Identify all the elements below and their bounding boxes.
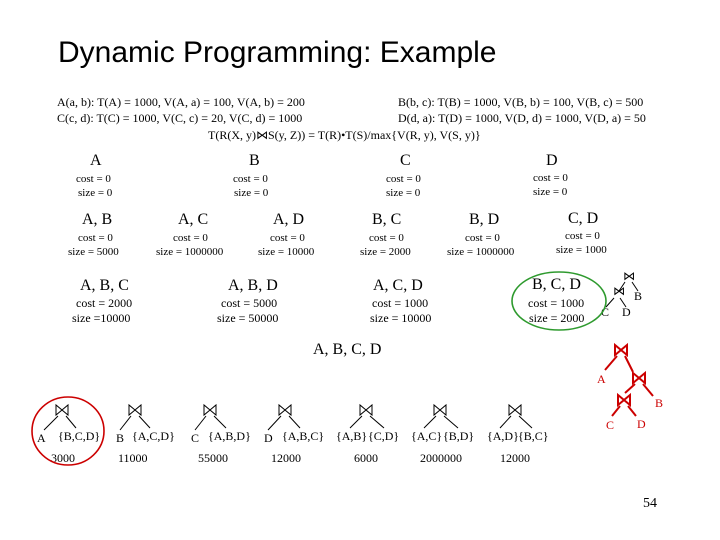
pair-cost-ad: cost = 0: [270, 232, 305, 244]
green-highlight-ellipse: [511, 271, 607, 331]
plan-right-2: {A,C,D}: [132, 429, 175, 443]
triple-cost-abc: cost = 2000: [76, 296, 133, 310]
triple-rel-bcd: B, C, D: [532, 276, 581, 293]
final-tree-c: C: [606, 418, 615, 432]
pair-cost-bc: cost = 0: [369, 232, 404, 244]
pair-cost-bd: cost = 0: [465, 232, 500, 244]
pair-rel-bd: B, D: [469, 211, 500, 228]
plan-left-2: B: [116, 431, 125, 445]
plan-right-7: {B,C}: [518, 429, 549, 443]
pair-cost-cd: cost = 0: [565, 230, 600, 242]
final-tree-d: D: [637, 417, 646, 431]
single-size-c: size = 0: [386, 187, 421, 199]
single-cost-b: cost = 0: [233, 173, 268, 185]
page-number: 54: [643, 496, 657, 511]
small-tree-b: B: [634, 289, 643, 303]
pair-rel-bc: B, C: [372, 211, 402, 228]
triple-size-acd: size = 10000: [370, 311, 432, 325]
plan-cost-2: 11000: [118, 451, 148, 465]
plan-cost-3: 55000: [198, 451, 228, 465]
plan-left-5: {A,B}: [336, 429, 368, 443]
small-tree-c: C: [601, 305, 610, 319]
plan-left-4: D: [264, 431, 273, 445]
small-tree-join-top: ⋈: [623, 269, 635, 283]
plan-left-7: {A,D}: [487, 429, 519, 443]
pair-size-ab: size = 5000: [68, 246, 119, 258]
pair-rel-cd: C, D: [568, 210, 599, 227]
triple-rel-abc: A, B, C: [80, 277, 129, 294]
small-tree-d: D: [622, 305, 631, 319]
single-rel-a: A: [90, 152, 102, 169]
final-tree-b: B: [655, 396, 664, 410]
plan-cost-5: 6000: [354, 451, 378, 465]
single-cost-d: cost = 0: [533, 172, 568, 184]
single-cost-c: cost = 0: [386, 173, 421, 185]
join-formula: T(R(X, y)⋈S(y, Z)) = T(R)•T(S)/max{V(R, …: [208, 128, 481, 143]
slide-title: Dynamic Programming: Example: [58, 36, 497, 69]
plan-right-6: {B,D}: [443, 429, 475, 443]
final-red-tree: [604, 344, 654, 417]
pair-rel-ac: A, C: [178, 211, 209, 228]
triple-size-bcd: size = 2000: [529, 311, 585, 325]
plan-cost-4: 12000: [271, 451, 301, 465]
single-cost-a: cost = 0: [76, 173, 111, 185]
triple-cost-abd: cost = 5000: [221, 296, 278, 310]
triple-cost-bcd: cost = 1000: [528, 296, 585, 310]
pair-size-ad: size = 10000: [258, 246, 315, 258]
statement-da: D(d, a): T(D) = 1000, V(D, d) = 1000, V(…: [398, 111, 646, 125]
pair-size-bd: size = 1000000: [447, 246, 515, 258]
single-rel-d: D: [546, 152, 558, 169]
pair-size-bc: size = 2000: [360, 246, 411, 258]
red-highlight-ellipse: [31, 396, 105, 466]
single-size-a: size = 0: [78, 187, 113, 199]
plan-cost-1: 3000: [51, 451, 75, 465]
small-tree-lines: [605, 281, 639, 308]
pair-cost-ac: cost = 0: [173, 232, 208, 244]
pair-cost-ab: cost = 0: [78, 232, 113, 244]
plan-cost-6: 2000000: [420, 451, 462, 465]
statement-bc: B(b, c): T(B) = 1000, V(B, b) = 100, V(B…: [398, 95, 644, 109]
triple-cost-acd: cost = 1000: [372, 296, 429, 310]
quad-rel-abcd: A, B, C, D: [313, 341, 382, 358]
triple-rel-acd: A, C, D: [373, 277, 423, 294]
single-rel-c: C: [400, 152, 411, 169]
formula-join-symbol: ⋈: [256, 128, 268, 142]
plan-right-1: {B,C,D}: [58, 429, 101, 443]
plan-left-3: C: [191, 431, 200, 445]
triple-size-abd: size = 50000: [217, 311, 279, 325]
plan-left-6: {A,C}: [411, 429, 443, 443]
single-size-b: size = 0: [234, 187, 269, 199]
single-rel-b: B: [249, 152, 260, 169]
triple-size-abc: size =10000: [72, 311, 131, 325]
pair-size-ac: size = 1000000: [156, 246, 224, 258]
pair-rel-ab: A, B: [82, 211, 113, 228]
plan-left-1: A: [37, 431, 46, 445]
statement-ab: A(a, b): T(A) = 1000, V(A, a) = 100, V(A…: [57, 95, 305, 109]
plan-trees: [43, 404, 533, 431]
pair-size-cd: size = 1000: [556, 244, 607, 256]
formula-left: T(R(X, y): [208, 128, 256, 142]
pair-rel-ad: A, D: [273, 211, 305, 228]
triple-rel-abd: A, B, D: [228, 277, 278, 294]
final-tree-a: A: [597, 372, 606, 386]
single-size-d: size = 0: [533, 186, 568, 198]
plan-cost-7: 12000: [500, 451, 530, 465]
statement-cd: C(c, d): T(C) = 1000, V(C, c) = 20, V(C,…: [57, 111, 303, 125]
plan-right-4: {A,B,C}: [282, 429, 325, 443]
plan-right-3: {A,B,D}: [208, 429, 251, 443]
formula-right: S(y, Z)) = T(R)•T(S)/max{V(R, y), V(S, y…: [268, 128, 481, 142]
plan-right-5: {C,D}: [368, 429, 400, 443]
